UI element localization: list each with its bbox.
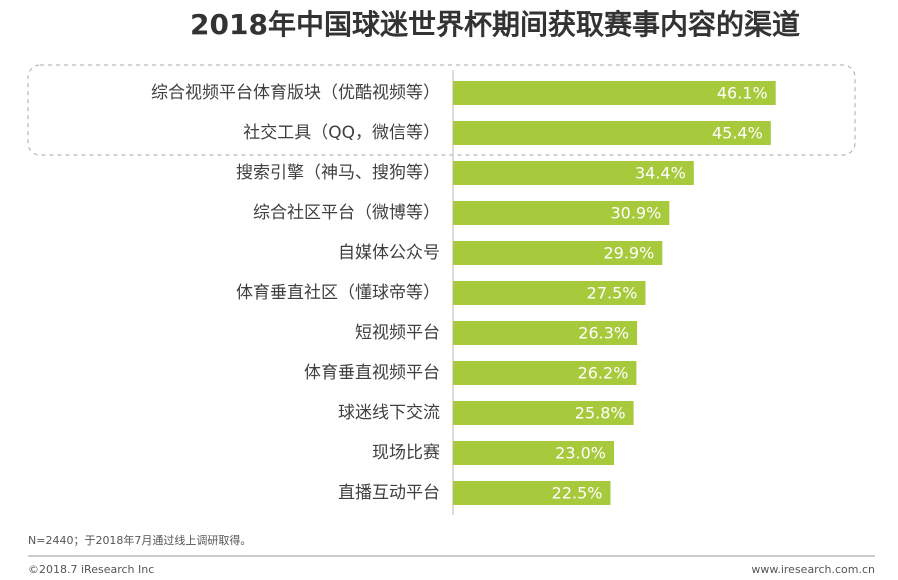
bar <box>453 281 646 305</box>
bar <box>453 481 611 505</box>
category-label: 球迷线下交流 <box>338 403 440 423</box>
bar <box>453 161 694 185</box>
value-label: 26.3% <box>578 324 629 343</box>
value-label: 25.8% <box>575 404 626 423</box>
category-label: 搜索引擎（神马、搜狗等） <box>236 163 440 183</box>
category-label: 体育垂直视频平台 <box>304 363 440 383</box>
category-label: 现场比赛 <box>372 442 440 463</box>
category-label: 直播互动平台 <box>338 483 440 503</box>
copyright: ©2018.7 iResearch Inc <box>28 563 154 576</box>
category-label: 体育垂直社区（懂球帝等） <box>236 283 440 303</box>
value-label: 46.1% <box>717 84 768 103</box>
value-label: 26.2% <box>578 364 629 383</box>
value-label: 22.5% <box>552 484 603 503</box>
category-label: 社交工具（QQ，微信等） <box>243 123 440 143</box>
category-label: 综合视频平台体育版块（优酷视频等） <box>151 83 440 103</box>
value-label: 34.4% <box>635 164 686 183</box>
bar <box>453 361 637 385</box>
bar <box>453 81 776 105</box>
category-label: 综合社区平台（微博等） <box>253 203 440 223</box>
bar <box>453 121 771 145</box>
value-label: 30.9% <box>610 204 661 223</box>
value-label: 23.0% <box>555 444 606 463</box>
bar <box>453 201 670 225</box>
bar <box>453 401 634 425</box>
value-label: 45.4% <box>712 124 763 143</box>
chart-title: 2018年中国球迷世界杯期间获取赛事内容的渠道 <box>190 8 800 41</box>
category-label: 短视频平台 <box>355 323 440 343</box>
value-label: 29.9% <box>603 244 654 263</box>
website: www.iresearch.com.cn <box>751 563 875 576</box>
bar <box>453 241 663 265</box>
value-label: 27.5% <box>587 284 638 303</box>
bar <box>453 321 638 345</box>
highlight-box <box>27 64 856 156</box>
footnote: N=2440；于2018年7月通过线上调研取得。 <box>28 533 251 547</box>
bar <box>453 441 614 465</box>
category-label: 自媒体公众号 <box>338 243 440 263</box>
